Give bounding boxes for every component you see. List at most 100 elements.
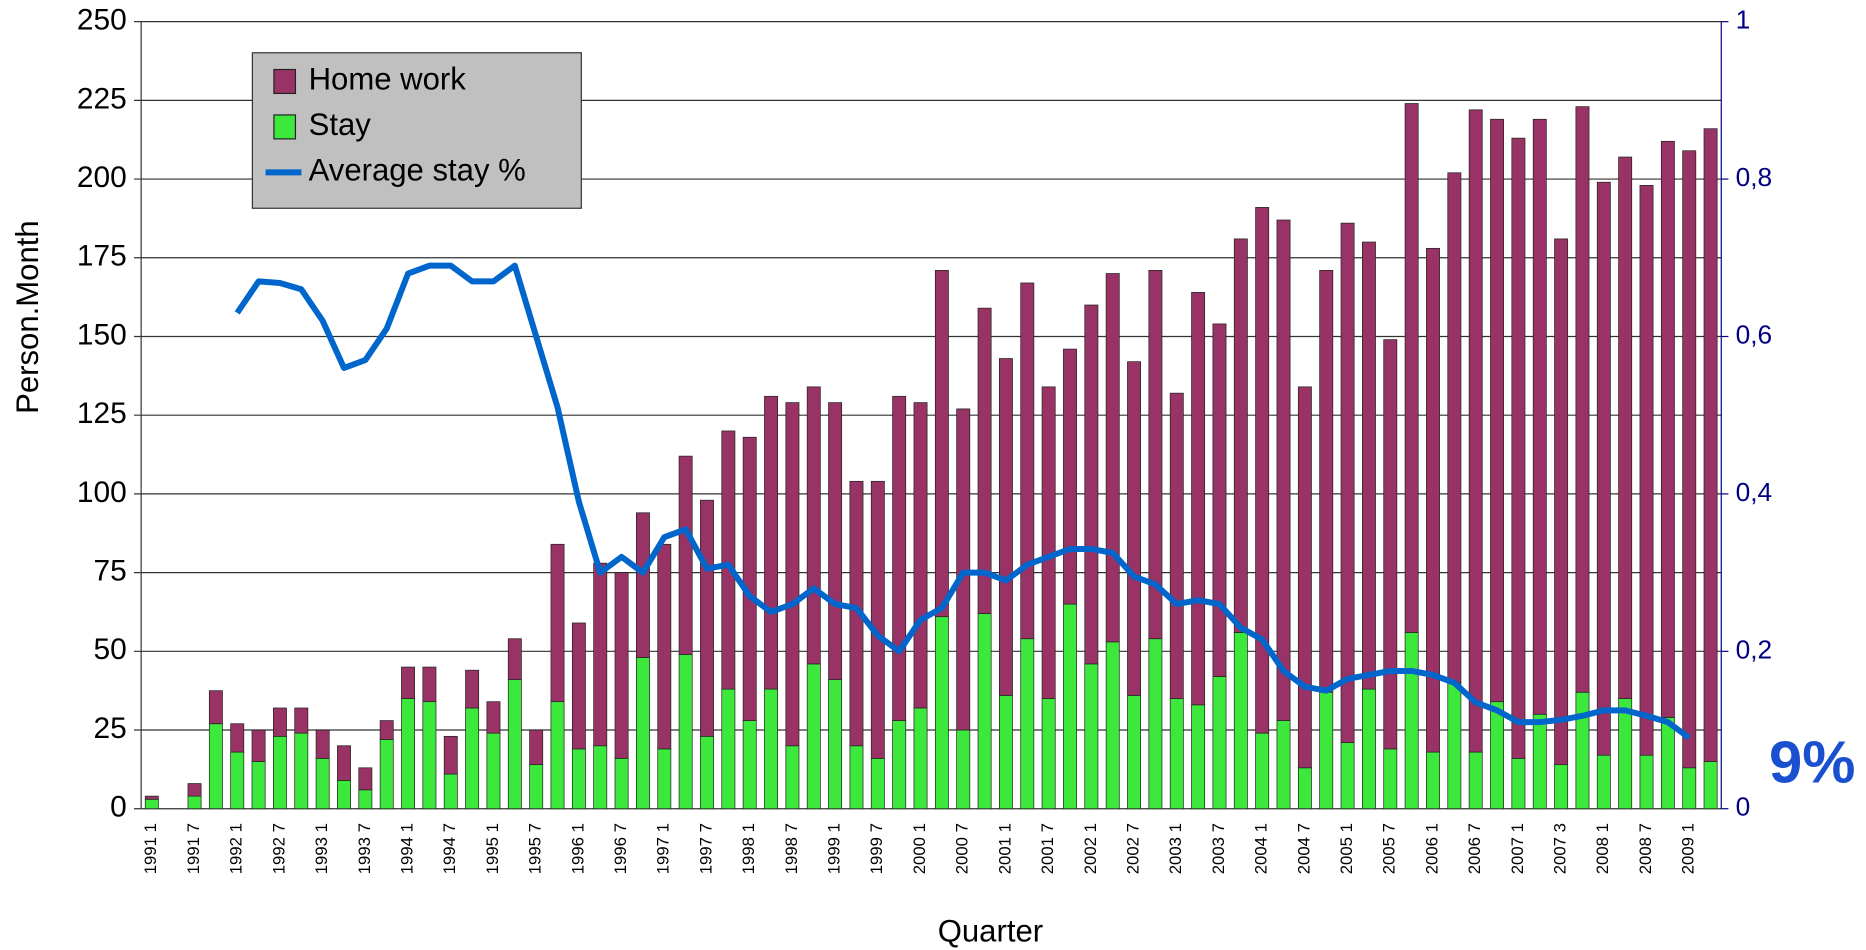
bar — [1191, 292, 1206, 706]
x-tick-label: 1998 1 — [739, 823, 758, 874]
annotation: 9% — [1769, 729, 1855, 796]
y-tick-label: 250 — [77, 4, 127, 37]
y2-tick-label: 0,2 — [1736, 634, 1773, 664]
bar — [187, 783, 202, 797]
y2-tick-label: 0,4 — [1736, 477, 1773, 507]
bar — [337, 780, 351, 810]
bar — [1618, 156, 1633, 699]
bar — [1490, 701, 1504, 810]
bar — [1639, 185, 1654, 756]
x-tick-label: 1992 1 — [227, 823, 246, 874]
bar — [614, 572, 629, 759]
bar — [294, 732, 309, 810]
x-tick-label: 1997 1 — [654, 823, 673, 874]
bar — [315, 757, 330, 810]
x-tick-label: 1995 1 — [483, 823, 502, 874]
y-tick-label: 125 — [77, 397, 127, 430]
bar — [465, 669, 480, 709]
bar — [593, 745, 608, 810]
y-tick-label: 50 — [94, 633, 127, 666]
y-tick-label: 200 — [77, 161, 127, 194]
bar — [1703, 128, 1718, 762]
bar — [1511, 757, 1526, 810]
bar — [1340, 742, 1355, 810]
x-tick-label: 2007 3 — [1551, 823, 1570, 874]
bar — [358, 767, 373, 791]
line — [234, 262, 1692, 741]
bar — [1554, 238, 1569, 766]
bar — [1703, 761, 1718, 810]
bar — [358, 789, 373, 810]
x-tick-label: 1994 1 — [397, 823, 416, 874]
x-tick-label: 1993 7 — [355, 823, 374, 874]
bar — [721, 430, 736, 690]
y2-tick-label: 1 — [1736, 5, 1751, 35]
x-tick-label: 2006 7 — [1465, 823, 1484, 874]
bar — [1319, 691, 1334, 810]
bar — [1063, 603, 1077, 810]
bar — [1255, 207, 1270, 734]
y-tick-label: 100 — [77, 476, 127, 509]
x-tick-label: 1996 7 — [611, 823, 630, 874]
bar — [230, 723, 245, 753]
bar — [529, 729, 544, 766]
bar — [422, 701, 437, 810]
legend-swatch — [273, 68, 297, 95]
x-tick-label: 1992 7 — [269, 823, 288, 874]
x-tick-label: 2005 1 — [1337, 823, 1356, 874]
bar — [977, 307, 992, 614]
bar — [1041, 698, 1056, 810]
bar — [1383, 748, 1398, 810]
bar — [1276, 219, 1291, 721]
legend-label: Home work — [309, 62, 467, 97]
bar — [999, 695, 1013, 810]
bar — [486, 732, 501, 810]
bar — [1362, 688, 1376, 810]
bar — [1127, 361, 1141, 696]
x-tick-label: 2002 7 — [1123, 823, 1142, 874]
bar — [849, 745, 864, 810]
bar — [1660, 140, 1675, 718]
bar — [1383, 339, 1398, 750]
bar — [251, 729, 266, 762]
bar — [507, 679, 522, 810]
bar — [1084, 663, 1099, 810]
x-tick-label: 2000 1 — [910, 823, 929, 874]
bar — [1127, 695, 1141, 810]
bar — [379, 720, 394, 740]
bar — [1532, 713, 1547, 810]
bar — [273, 707, 287, 737]
x-tick-label: 1999 1 — [825, 823, 844, 874]
y2-tick-label: 0,6 — [1736, 319, 1773, 349]
x-tick-label: 1993 1 — [312, 823, 331, 874]
bar — [208, 723, 223, 810]
y-tick-label: 0 — [110, 791, 127, 824]
bar — [892, 395, 907, 721]
x-tick-label: 1995 7 — [526, 823, 545, 874]
bar — [700, 499, 714, 737]
legend-label: Stay — [309, 107, 372, 142]
y-tick-label: 25 — [94, 712, 127, 745]
bar — [678, 654, 693, 810]
bar — [1596, 181, 1611, 756]
x-tick-label: 2005 7 — [1380, 823, 1399, 874]
x-tick-label: 1999 7 — [867, 823, 886, 874]
bar — [785, 402, 800, 747]
y-tick-label: 150 — [77, 318, 127, 351]
bar — [1532, 118, 1547, 715]
x-tick-label: 2004 1 — [1252, 823, 1271, 874]
bar — [1105, 273, 1120, 643]
x-axis-label: Quarter — [938, 913, 1043, 948]
bar — [892, 720, 907, 810]
bar — [1020, 282, 1035, 640]
bar — [1682, 767, 1697, 810]
bar — [956, 408, 971, 731]
bar — [529, 764, 544, 810]
bar — [1404, 632, 1419, 810]
x-tick-label: 2003 1 — [1166, 823, 1185, 874]
bar — [1233, 632, 1248, 810]
bar — [1426, 247, 1440, 753]
bar — [700, 735, 714, 810]
bar — [785, 745, 800, 810]
bar — [1297, 767, 1312, 810]
